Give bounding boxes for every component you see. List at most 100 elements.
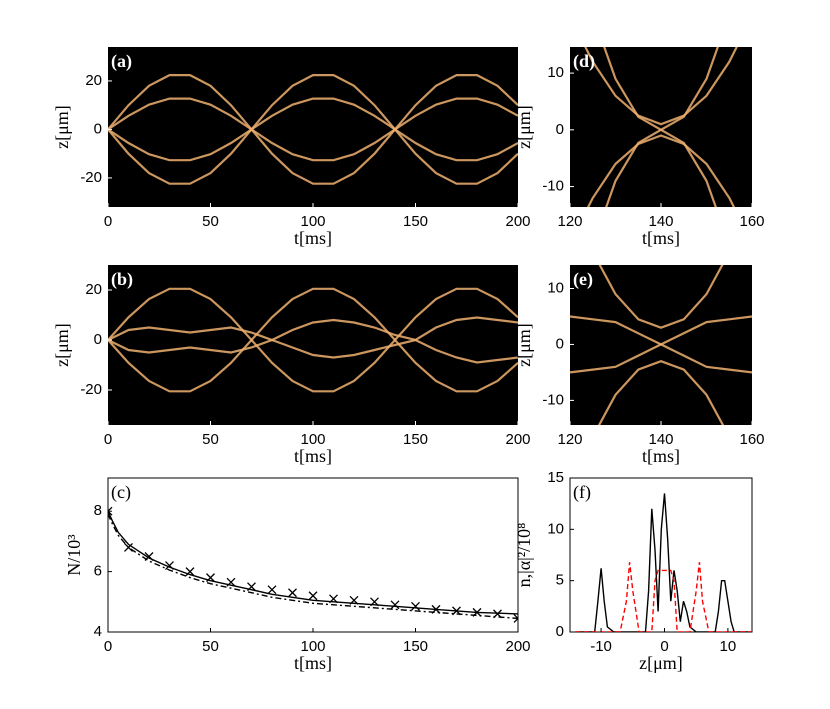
density-trace [108, 338, 518, 393]
y-tick-label: 0 [556, 121, 564, 138]
plot-area [108, 287, 518, 393]
x-tick-label: 140 [648, 431, 673, 448]
density-trace [605, 128, 717, 207]
density-trace [108, 287, 518, 342]
cross-marker [431, 604, 441, 614]
x-tick-label: 200 [505, 431, 530, 448]
y-tick-label: 20 [85, 72, 102, 89]
cross-marker [308, 591, 318, 601]
plot-area [570, 265, 752, 425]
panel-label: (f) [573, 482, 591, 503]
x-tick-label: 140 [648, 213, 673, 230]
density-trace [586, 134, 736, 207]
x-axis-label: z[μm] [639, 653, 683, 673]
density-trace [108, 316, 518, 342]
x-tick-label: 200 [505, 638, 530, 655]
x-tick-label: 200 [505, 213, 530, 230]
data-line [108, 510, 518, 615]
plot-area [108, 506, 518, 623]
x-tick-label: 120 [557, 431, 582, 448]
cross-marker [247, 582, 256, 592]
density-trace [584, 47, 738, 126]
x-tick-label: -10 [590, 638, 612, 655]
heatmap-background [570, 47, 752, 207]
cross-marker [267, 585, 277, 595]
x-tick-label: 100 [300, 638, 325, 655]
density-trace [570, 343, 752, 374]
y-tick-label: 20 [85, 281, 102, 298]
panel-label: (c) [111, 482, 131, 503]
cross-marker [185, 567, 195, 577]
cross-marker [513, 613, 518, 623]
y-tick-label: 15 [547, 469, 564, 486]
x-tick-label: 150 [403, 431, 428, 448]
x-tick-label: 0 [104, 213, 112, 230]
cross-marker [349, 595, 359, 605]
plot-area [584, 47, 738, 207]
plot-area [575, 493, 752, 632]
y-tick-label: -20 [80, 169, 102, 186]
y-axis-label: z[μm] [514, 105, 534, 149]
cross-marker [288, 588, 297, 598]
panel-label: (b) [111, 269, 133, 290]
y-axis-label: N/10³ [64, 534, 84, 576]
cross-marker [108, 506, 113, 516]
plot-frame [569, 477, 753, 633]
cross-marker [329, 594, 338, 604]
y-tick-label: 6 [94, 563, 102, 580]
y-tick-label: -10 [542, 391, 564, 408]
y-tick-label: 0 [556, 335, 564, 352]
density-trace [597, 360, 725, 425]
cross-marker [390, 600, 400, 610]
x-axis-label: t[ms] [294, 228, 332, 248]
cross-marker [206, 573, 215, 583]
x-tick-label: 160 [739, 213, 764, 230]
panel-label: (d) [573, 51, 595, 72]
density-trace [108, 338, 518, 364]
density-trace [108, 97, 518, 131]
cross-marker [165, 561, 174, 571]
cross-marker [370, 597, 379, 607]
x-tick-label: 150 [403, 213, 428, 230]
x-tick-label: 160 [739, 431, 764, 448]
y-tick-label: 5 [556, 572, 564, 589]
data-line [575, 493, 752, 632]
cross-marker [493, 609, 502, 619]
x-tick-label: 100 [300, 213, 325, 230]
y-axis-label: z[μm] [52, 323, 72, 367]
y-tick-label: 0 [94, 331, 102, 348]
y-tick-label: 0 [94, 120, 102, 137]
panel-label: (a) [111, 51, 132, 72]
data-line [108, 513, 518, 620]
x-tick-label: 0 [104, 431, 112, 448]
y-axis-label: z[μm] [514, 323, 534, 367]
y-tick-label: 10 [547, 279, 564, 296]
x-tick-label: 50 [202, 213, 219, 230]
x-tick-label: 10 [720, 638, 737, 655]
x-axis-label: t[ms] [642, 446, 680, 466]
x-tick-label: 150 [403, 638, 428, 655]
cross-marker [452, 606, 461, 616]
y-tick-label: 8 [94, 502, 102, 519]
density-trace [108, 74, 518, 132]
cross-marker [226, 577, 236, 587]
cross-marker [144, 552, 154, 561]
y-tick-label: -10 [542, 178, 564, 195]
x-tick-label: 0 [104, 638, 112, 655]
density-trace [108, 127, 518, 185]
density-trace [108, 128, 518, 162]
x-axis-label: t[ms] [642, 228, 680, 248]
x-tick-label: 120 [557, 213, 582, 230]
x-tick-label: 100 [300, 431, 325, 448]
cross-marker [472, 607, 482, 617]
x-tick-label: 50 [202, 431, 219, 448]
plot-frame [107, 477, 519, 633]
y-tick-label: 4 [94, 623, 102, 640]
y-axis-label: z[μm] [52, 105, 72, 149]
y-tick-label: 10 [547, 64, 564, 81]
y-tick-label: 0 [556, 623, 564, 640]
density-trace [598, 265, 724, 329]
x-axis-label: t[ms] [294, 653, 332, 673]
cross-marker [124, 542, 133, 552]
